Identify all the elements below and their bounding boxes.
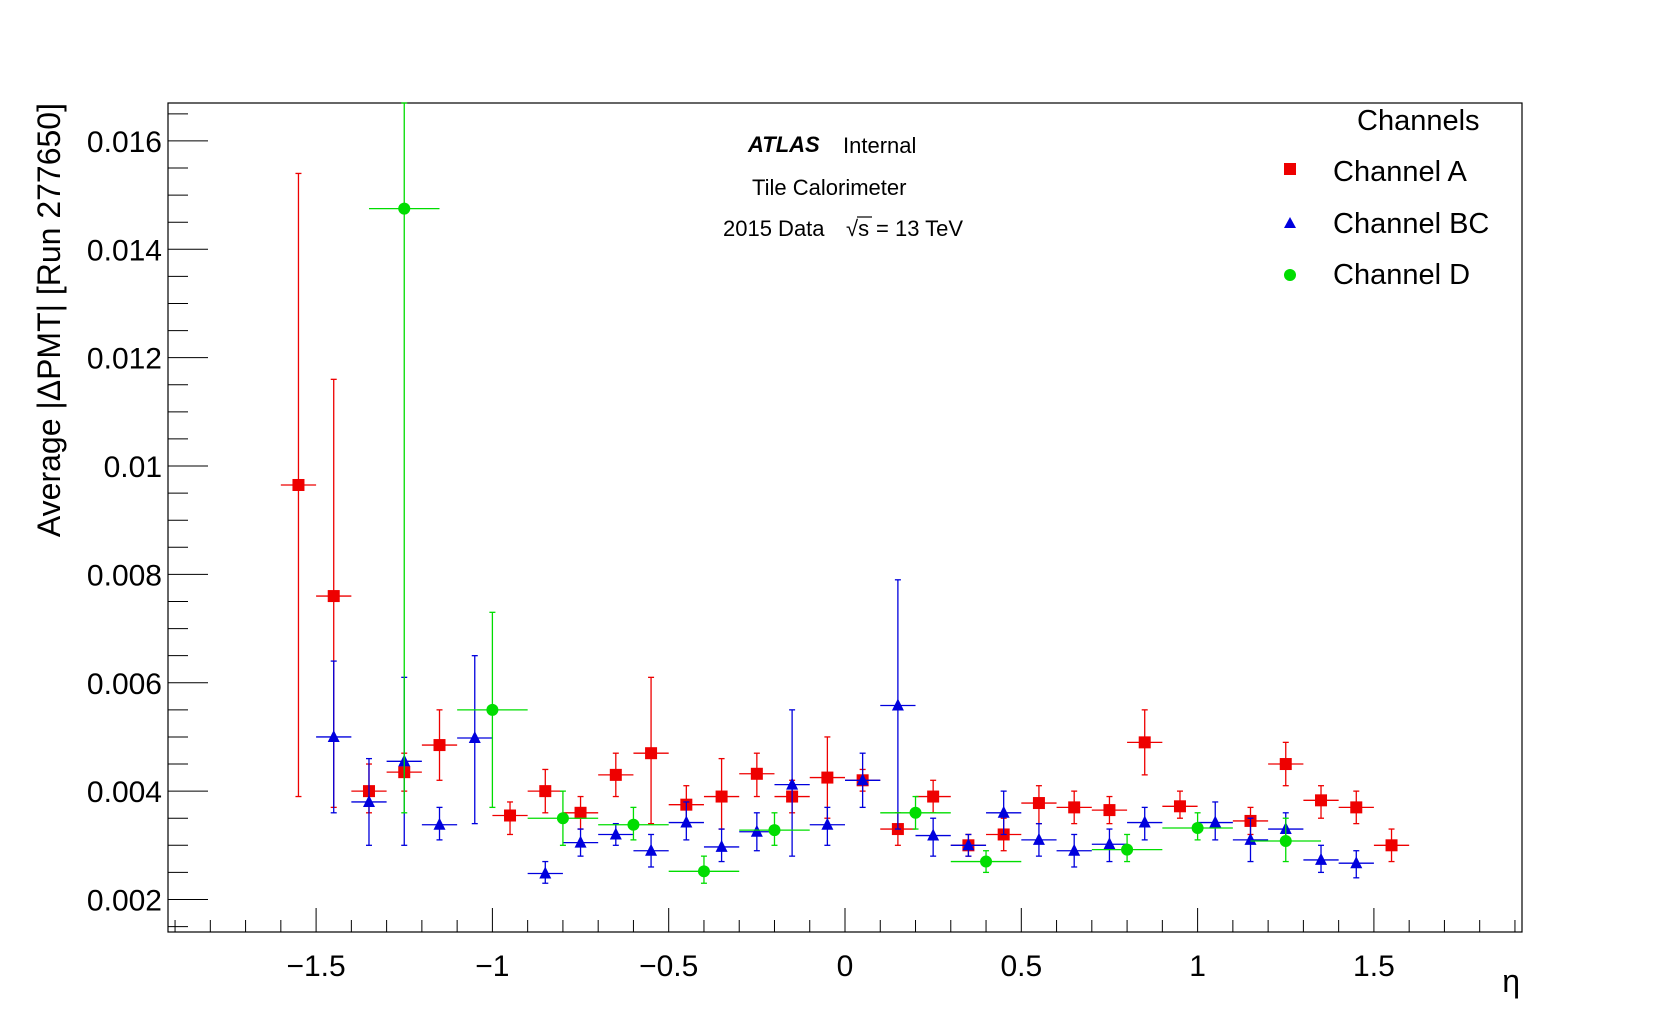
data-point-square [821, 771, 834, 784]
data-point-circle [1121, 843, 1134, 856]
data-point-triangle [786, 777, 799, 790]
data-point-circle [486, 703, 499, 716]
x-axis-title: η [1502, 963, 1520, 999]
energy-label: = 13 TeV [876, 216, 963, 241]
data-point-triangle [1032, 832, 1045, 845]
x-tick-label: 0 [837, 950, 854, 983]
data-point-triangle [821, 817, 834, 830]
x-tick-label: −1.5 [286, 950, 345, 983]
legend-label-channel-bc: Channel BC [1333, 208, 1489, 240]
y-tick-label: 0.01 [104, 451, 162, 484]
atlas-label: ATLAS [747, 132, 820, 157]
data-point-circle [627, 818, 640, 831]
data-point-square [433, 739, 446, 752]
data-point-circle [697, 865, 710, 878]
y-tick-label: 0.014 [87, 234, 162, 267]
data-point-square [1138, 736, 1151, 749]
x-tick-label: −1 [475, 950, 509, 983]
series-channel-d [368, 102, 1322, 884]
y-tick-label: 0.012 [87, 343, 162, 376]
y-tick-label: 0.004 [87, 776, 162, 809]
sqrt-s-label: √s [846, 216, 869, 241]
data-point-circle [556, 812, 569, 825]
data-point-circle [398, 202, 411, 215]
y-tick-label: 0.008 [87, 559, 162, 592]
data-point-circle [1191, 821, 1204, 834]
data-point-triangle [1068, 843, 1081, 856]
legend-marker-channel-d [1284, 269, 1296, 281]
y-tick-label: 0.002 [87, 884, 162, 917]
legend-label-channel-d: Channel D [1333, 259, 1470, 291]
axis-ticks: −1.5 −1 −0.5 0 0.5 1 1.5 0.002 0.004 0.006 0.008 0.… [87, 113, 1516, 983]
y-tick-label: 0.016 [87, 126, 162, 159]
x-tick-label: 0.5 [1000, 950, 1042, 983]
atlas-annotation: ATLAS Internal Tile Calorimeter 2015 Dat… [723, 132, 963, 241]
data-point-circle [1279, 834, 1292, 847]
atlas-status: Internal [843, 133, 916, 158]
data-point-square [504, 809, 517, 822]
data-point-triangle [856, 773, 869, 786]
data-point-triangle [645, 843, 658, 856]
data-point-triangle [1103, 837, 1116, 850]
data-label: 2015 Data [723, 216, 825, 241]
detector-label: Tile Calorimeter [752, 175, 906, 200]
data-point-square [927, 790, 940, 803]
data-point-square [539, 785, 552, 798]
data-point-triangle [927, 828, 940, 841]
data-point-triangle [1350, 856, 1363, 869]
data-point-triangle [962, 838, 975, 851]
legend-label-channel-a: Channel A [1333, 156, 1467, 188]
data-point-square [574, 806, 587, 819]
data-point-square [645, 747, 658, 760]
data-point-circle [980, 855, 993, 868]
data-points [280, 102, 1410, 884]
data-point-triangle [1315, 852, 1328, 865]
series-channel-bc [316, 579, 1374, 884]
x-tick-label: 1 [1189, 950, 1206, 983]
data-point-square [1173, 800, 1186, 813]
data-point-triangle [609, 827, 622, 840]
data-point-triangle [1209, 815, 1222, 828]
data-point-triangle [715, 839, 728, 852]
data-point-square [327, 590, 340, 603]
data-point-square [609, 768, 622, 781]
legend-title: Channels [1357, 105, 1480, 137]
data-point-triangle [539, 866, 552, 879]
data-point-circle [768, 824, 781, 837]
data-point-square [1350, 801, 1363, 814]
y-axis-title: Average |ΔPMT| [Run 277650] [31, 103, 67, 537]
x-tick-label: −0.5 [639, 950, 698, 983]
data-point-triangle [1244, 832, 1257, 845]
data-point-square [1103, 804, 1116, 817]
legend: Channels Channel A Channel BC Channel D [1284, 105, 1489, 291]
legend-marker-channel-bc [1284, 217, 1296, 228]
data-point-triangle [1138, 815, 1151, 828]
data-point-square [750, 767, 763, 780]
data-point-triangle [891, 698, 904, 711]
data-point-square [1279, 758, 1292, 771]
data-point-triangle [433, 817, 446, 830]
x-tick-label: 1.5 [1353, 950, 1395, 983]
data-point-triangle [680, 815, 693, 828]
data-point-square [292, 478, 305, 491]
data-point-triangle [997, 805, 1010, 818]
data-point-square [715, 790, 728, 803]
data-point-triangle [574, 835, 587, 848]
data-point-circle [909, 806, 922, 819]
y-tick-label: 0.006 [87, 668, 162, 701]
data-point-triangle [327, 729, 340, 742]
data-point-square [1315, 794, 1328, 807]
data-point-triangle [468, 731, 481, 744]
data-point-triangle [362, 794, 375, 807]
legend-marker-channel-a [1284, 163, 1296, 175]
data-point-square [1032, 797, 1045, 810]
data-point-square [1068, 801, 1081, 814]
data-point-square [1385, 839, 1398, 852]
